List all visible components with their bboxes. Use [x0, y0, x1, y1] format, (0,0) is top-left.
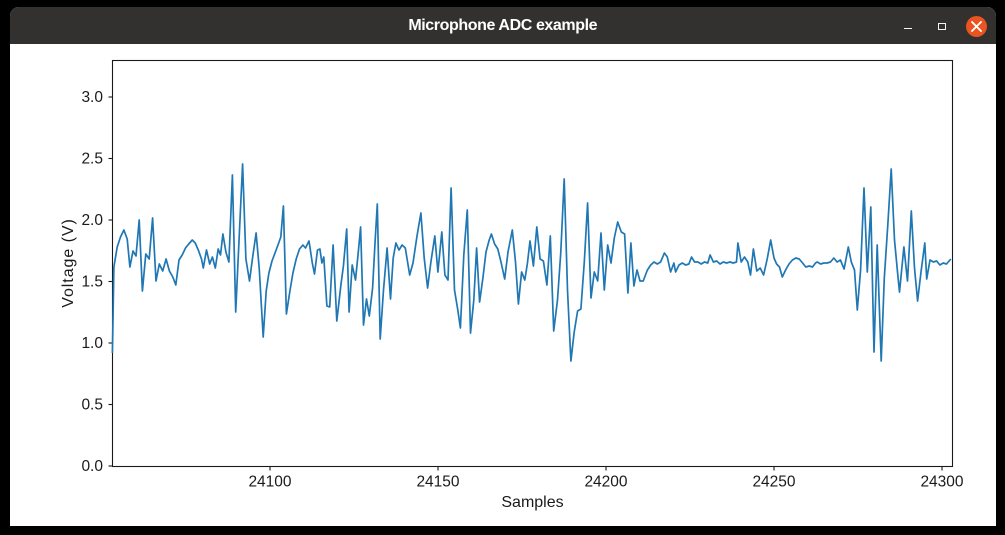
svg-text:3.0: 3.0 — [81, 89, 103, 106]
svg-text:24150: 24150 — [416, 474, 459, 491]
svg-text:2.5: 2.5 — [81, 151, 103, 168]
svg-text:Samples: Samples — [501, 494, 563, 511]
svg-text:24300: 24300 — [920, 474, 963, 491]
svg-text:24250: 24250 — [752, 474, 795, 491]
svg-text:0.0: 0.0 — [81, 458, 103, 475]
svg-text:24100: 24100 — [248, 474, 291, 491]
svg-text:1.5: 1.5 — [81, 274, 103, 291]
svg-text:1.0: 1.0 — [81, 335, 103, 352]
svg-text:Voltage (V): Voltage (V) — [60, 218, 77, 308]
svg-text:24200: 24200 — [584, 474, 627, 491]
svg-text:0.5: 0.5 — [81, 397, 103, 414]
svg-text:2.0: 2.0 — [81, 212, 103, 229]
